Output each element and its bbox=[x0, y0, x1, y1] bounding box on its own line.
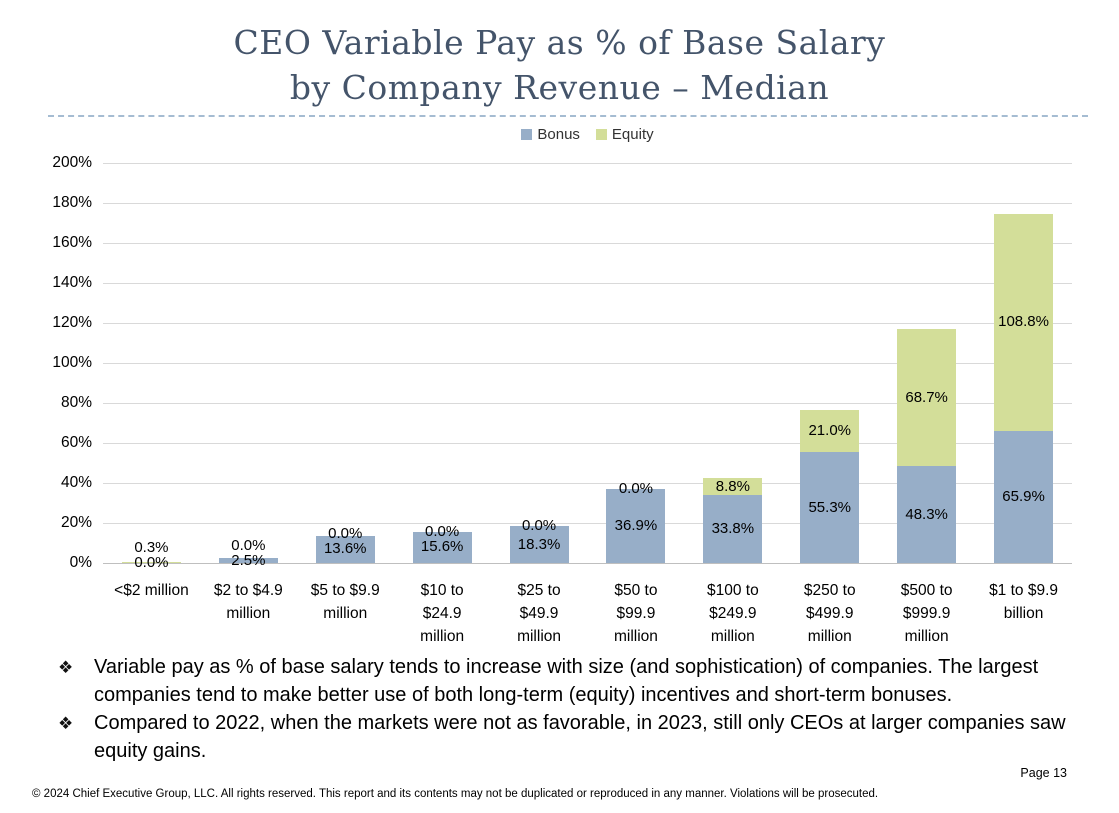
x-axis-category-label: $50 to $99.9 million bbox=[613, 582, 658, 645]
page-number: Page 13 bbox=[1020, 766, 1067, 780]
data-label-bonus: 48.3% bbox=[905, 505, 948, 523]
data-label-bonus: 36.9% bbox=[614, 517, 658, 535]
y-axis-tick-label: 100% bbox=[52, 354, 92, 371]
title-divider bbox=[48, 115, 1088, 117]
x-axis-category-label: $10 to $24.9 million bbox=[420, 582, 465, 645]
bar-segment-equity bbox=[897, 329, 957, 467]
copyright: © 2024 Chief Executive Group, LLC. All r… bbox=[32, 788, 879, 800]
y-axis-tick-label: 0% bbox=[69, 554, 92, 571]
bar-segment-bonus bbox=[509, 526, 569, 563]
diamond-bullet-icon: ❖ bbox=[58, 714, 74, 733]
bullet-list: ❖ Variable pay as % of base salary tends … bbox=[58, 653, 1070, 765]
x-axis-category-label: $25 to $49.9 million bbox=[517, 582, 562, 645]
gridline bbox=[103, 203, 1072, 204]
bullet-item: ❖ Variable pay as % of base salary tends … bbox=[58, 653, 1070, 709]
x-axis-category-label: $100 to $249.9 million bbox=[706, 582, 759, 645]
bullet-text: Compared to 2022, when the markets were … bbox=[94, 712, 1066, 762]
legend-item: Equity bbox=[595, 126, 654, 143]
y-axis-tick-label: 80% bbox=[60, 394, 92, 411]
y-axis-tick-label: 180% bbox=[52, 194, 92, 211]
gridline bbox=[103, 283, 1072, 284]
data-label-equity: 0.0% bbox=[328, 525, 363, 543]
y-axis-tick-label: 140% bbox=[52, 274, 92, 291]
x-axis-category-label: $1 to $9.9 billion bbox=[989, 582, 1059, 622]
gridline bbox=[103, 403, 1072, 404]
y-axis-tick-label: 120% bbox=[52, 314, 92, 331]
gridline bbox=[103, 483, 1072, 484]
gridline bbox=[103, 363, 1072, 364]
bar-segment-bonus bbox=[606, 489, 666, 563]
x-axis-category-label: $500 to $999.9 million bbox=[900, 582, 953, 645]
bar-segment-equity bbox=[994, 213, 1054, 432]
bar-segment-bonus bbox=[994, 431, 1054, 563]
y-axis-tick-label: 60% bbox=[60, 434, 92, 451]
data-label-bonus: 33.8% bbox=[711, 520, 755, 538]
data-label-bonus: 65.9% bbox=[1002, 488, 1045, 506]
x-axis-category-label: $250 to $499.9 million bbox=[803, 582, 856, 645]
bar-segment-bonus bbox=[315, 535, 375, 563]
chart-legend: Bonus Equity bbox=[103, 126, 1072, 143]
data-label-bonus: 15.6% bbox=[420, 538, 464, 556]
gridline bbox=[103, 523, 1072, 524]
gridline bbox=[103, 243, 1072, 244]
bar-segment-equity bbox=[703, 477, 763, 496]
page-title: CEO Variable Pay as % of Base Salary by … bbox=[233, 23, 886, 107]
data-label-equity: 8.8% bbox=[715, 477, 750, 495]
gridline bbox=[103, 323, 1072, 324]
legend-item: Bonus bbox=[521, 126, 580, 143]
data-label-bonus: 0.0% bbox=[134, 554, 169, 571]
legend-swatch bbox=[595, 129, 607, 140]
y-axis-tick-label: 40% bbox=[60, 474, 92, 491]
y-axis-tick-label: 20% bbox=[60, 514, 92, 531]
data-label-equity: 0.0% bbox=[618, 480, 654, 498]
bar-segment-bonus bbox=[218, 558, 278, 563]
legend-swatch bbox=[521, 129, 533, 140]
bar-segment-equity bbox=[121, 562, 181, 563]
data-label-bonus: 2.5% bbox=[231, 551, 266, 569]
bullet-item: ❖ Compared to 2022, when the markets were… bbox=[58, 709, 1070, 765]
bar-segment-equity bbox=[800, 410, 860, 453]
data-label-equity: 0.3% bbox=[134, 539, 169, 556]
diamond-bullet-icon: ❖ bbox=[58, 658, 74, 677]
y-axis-tick-label: 160% bbox=[52, 234, 92, 251]
data-label-equity: 21.0% bbox=[808, 422, 852, 440]
data-label-bonus: 13.6% bbox=[323, 540, 367, 558]
x-axis-category-label: $5 to $9.9 million bbox=[310, 582, 380, 622]
bar-segment-bonus bbox=[800, 452, 860, 563]
gridline bbox=[103, 443, 1072, 444]
gridline bbox=[103, 163, 1072, 164]
data-label-equity: 0.0% bbox=[231, 536, 266, 554]
legend-label: Equity bbox=[611, 126, 654, 143]
data-label-equity: 108.8% bbox=[998, 313, 1049, 331]
data-label-equity: 68.7% bbox=[905, 388, 948, 406]
data-label-equity: 0.0% bbox=[521, 517, 557, 535]
gridline bbox=[103, 563, 1072, 564]
bar-segment-bonus bbox=[897, 466, 957, 563]
bar-segment-bonus bbox=[412, 531, 472, 563]
bullet-text: Variable pay as % of base salary tends t… bbox=[94, 656, 1039, 706]
bar-segment-bonus bbox=[703, 495, 763, 563]
data-label-equity: 0.0% bbox=[425, 522, 460, 540]
data-label-bonus: 55.3% bbox=[808, 498, 852, 516]
data-label-bonus: 18.3% bbox=[517, 535, 561, 553]
legend-label: Bonus bbox=[537, 126, 580, 143]
y-axis-tick-label: 200% bbox=[52, 154, 92, 171]
x-axis-category-label: <$2 million bbox=[114, 582, 189, 599]
x-axis-category-label: $2 to $4.9 million bbox=[213, 582, 283, 622]
